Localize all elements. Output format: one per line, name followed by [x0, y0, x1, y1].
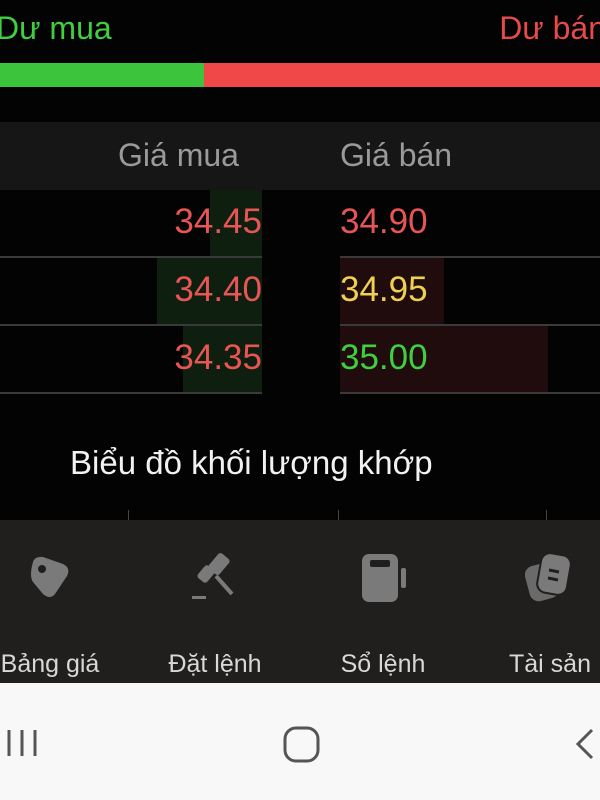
sell-surplus-label: Dư bán [499, 10, 600, 46]
bid-depth-bar [209, 190, 262, 256]
ask-price[interactable]: 34.90 [340, 202, 428, 241]
chart-tick [338, 510, 339, 520]
bid-price[interactable]: 34.40 [174, 270, 262, 309]
bottom-nav: Bảng giá Đặt lệnh Sổ lệnh Tài sản [0, 520, 600, 683]
nav-label: Sổ lệnh [340, 650, 426, 678]
row-divider [0, 392, 262, 394]
row-divider [0, 324, 262, 326]
ask-price[interactable]: 34.95 [340, 270, 428, 309]
bid-header: Giá mua [118, 137, 239, 173]
ask-depth-bar [340, 326, 548, 392]
back-icon[interactable] [570, 728, 600, 760]
recent-apps-icon[interactable] [4, 728, 44, 758]
tag-icon [31, 556, 69, 597]
row-divider [340, 392, 600, 394]
row-divider [0, 256, 262, 258]
nav-item-price-board[interactable]: Bảng giá [0, 520, 125, 683]
nav-label: Bảng giá [0, 650, 100, 678]
nav-label: Tài sản [509, 650, 591, 678]
chart-tick [128, 510, 129, 520]
chart-tick [546, 510, 547, 520]
bid-price[interactable]: 34.35 [174, 338, 262, 377]
gavel-icon [192, 553, 234, 599]
volume-chart-title: Biểu đồ khối lượng khớp [70, 444, 433, 481]
nav-item-order-book[interactable]: Sổ lệnh [308, 520, 458, 683]
bid-price[interactable]: 34.45 [174, 202, 262, 241]
system-nav-bar [0, 683, 600, 800]
buy-surplus-label: Dư mua [0, 10, 112, 46]
row-divider [340, 324, 600, 326]
orderbook-row[interactable]: 34.35 35.00 [0, 326, 600, 394]
orderbook-row[interactable]: 34.45 34.90 [0, 190, 600, 258]
buy-sell-balance-bar [0, 63, 600, 87]
nav-item-place-order[interactable]: Đặt lệnh [140, 520, 290, 683]
bid-depth-bar [183, 326, 262, 392]
ask-depth-bar [340, 258, 444, 324]
home-icon[interactable] [282, 725, 322, 765]
buy-balance-fill [0, 63, 204, 87]
assets-icon [525, 552, 572, 602]
nav-label: Đặt lệnh [168, 650, 262, 678]
bid-depth-bar [157, 258, 262, 324]
orderbook-row[interactable]: 34.40 34.95 [0, 258, 600, 326]
ask-price[interactable]: 35.00 [340, 338, 428, 377]
orderbook-header [0, 122, 600, 190]
order-book-icon [362, 554, 406, 602]
nav-item-assets[interactable]: Tài sản [475, 520, 600, 683]
sell-balance-fill [204, 63, 600, 87]
ask-header: Giá bán [340, 137, 453, 173]
row-divider [340, 256, 600, 258]
